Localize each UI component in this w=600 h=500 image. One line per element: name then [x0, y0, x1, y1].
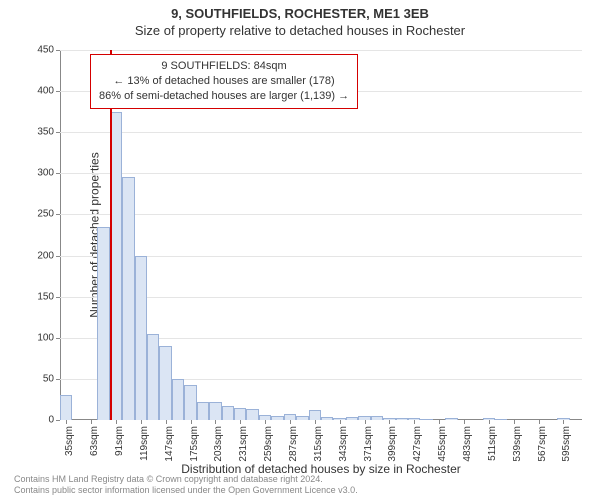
histogram-bar	[122, 177, 134, 420]
x-tick-label: 567sqm	[537, 426, 548, 462]
x-tick-mark	[514, 420, 515, 424]
page-subtitle: Size of property relative to detached ho…	[0, 23, 600, 38]
title-block: 9, SOUTHFIELDS, ROCHESTER, ME1 3EB Size …	[0, 0, 600, 38]
histogram-bar	[197, 402, 209, 420]
histogram-bar	[371, 416, 383, 420]
histogram-bar	[234, 408, 246, 420]
y-tick-label: 200	[37, 250, 60, 261]
x-tick-mark	[240, 420, 241, 424]
histogram-bar	[60, 395, 72, 420]
x-tick-label: 399sqm	[387, 426, 398, 462]
x-tick-label: 91sqm	[114, 426, 125, 456]
x-tick-mark	[414, 420, 415, 424]
y-tick-label: 150	[37, 291, 60, 302]
attribution-line: Contains public sector information licen…	[14, 485, 358, 496]
histogram-bar	[172, 379, 184, 420]
y-tick-label: 300	[37, 168, 60, 179]
histogram-bar	[420, 419, 432, 420]
annotation-line: 86% of semi-detached houses are larger (…	[99, 89, 349, 104]
annotation-line: ← 13% of detached houses are smaller (17…	[99, 74, 349, 89]
x-tick-mark	[141, 420, 142, 424]
histogram-bar	[147, 334, 159, 420]
x-tick-label: 483sqm	[462, 426, 473, 462]
y-tick-label: 350	[37, 127, 60, 138]
x-tick-mark	[290, 420, 291, 424]
x-tick-label: 427sqm	[412, 426, 423, 462]
x-tick-mark	[340, 420, 341, 424]
histogram-bar	[246, 409, 258, 420]
histogram-bar	[135, 256, 147, 420]
annotation-line: 9 SOUTHFIELDS: 84sqm	[99, 59, 349, 74]
histogram-bar	[495, 419, 507, 420]
y-tick-label: 100	[37, 332, 60, 343]
x-tick-mark	[439, 420, 440, 424]
x-tick-label: 119sqm	[139, 426, 150, 461]
x-tick-label: 35sqm	[64, 426, 75, 456]
x-tick-mark	[215, 420, 216, 424]
x-tick-mark	[464, 420, 465, 424]
x-tick-mark	[389, 420, 390, 424]
x-tick-label: 175sqm	[189, 426, 200, 462]
x-tick-mark	[489, 420, 490, 424]
annotation-box: 9 SOUTHFIELDS: 84sqm← 13% of detached ho…	[90, 54, 358, 109]
x-tick-mark	[66, 420, 67, 424]
x-tick-label: 343sqm	[338, 426, 349, 462]
histogram-bar	[321, 417, 333, 420]
histogram-bar	[159, 346, 171, 420]
x-tick-mark	[539, 420, 540, 424]
page-root: 9, SOUTHFIELDS, ROCHESTER, ME1 3EB Size …	[0, 0, 600, 500]
histogram-bar	[209, 402, 221, 420]
x-tick-mark	[315, 420, 316, 424]
x-tick-label: 595sqm	[561, 426, 572, 462]
x-tick-label: 63sqm	[89, 426, 100, 456]
histogram-bar	[309, 410, 321, 420]
x-tick-label: 259sqm	[263, 426, 274, 462]
x-tick-label: 539sqm	[512, 426, 523, 462]
y-axis-line	[60, 50, 61, 420]
x-tick-mark	[365, 420, 366, 424]
histogram-bar	[97, 227, 109, 420]
x-tick-label: 371sqm	[363, 426, 374, 462]
x-tick-label: 315sqm	[313, 426, 324, 462]
page-title: 9, SOUTHFIELDS, ROCHESTER, ME1 3EB	[0, 6, 600, 21]
histogram-bar	[271, 416, 283, 420]
attribution-block: Contains HM Land Registry data © Crown c…	[14, 474, 358, 497]
x-tick-label: 511sqm	[487, 426, 498, 461]
grid-line	[60, 132, 582, 133]
grid-line	[60, 214, 582, 215]
histogram-bar	[346, 417, 358, 420]
y-tick-label: 400	[37, 86, 60, 97]
histogram-bar	[445, 418, 457, 420]
y-tick-label: 0	[48, 415, 60, 426]
y-tick-label: 50	[43, 373, 60, 384]
x-tick-label: 455sqm	[437, 426, 448, 462]
x-tick-mark	[191, 420, 192, 424]
x-tick-mark	[265, 420, 266, 424]
chart-inner: Number of detached properties Distributi…	[60, 50, 582, 420]
x-tick-mark	[116, 420, 117, 424]
histogram-plot: Number of detached properties Distributi…	[60, 50, 582, 420]
attribution-line: Contains HM Land Registry data © Crown c…	[14, 474, 358, 485]
x-tick-label: 147sqm	[164, 426, 175, 462]
x-tick-label: 203sqm	[213, 426, 224, 462]
histogram-bar	[396, 418, 408, 420]
x-tick-label: 231sqm	[238, 426, 249, 462]
x-tick-label: 287sqm	[288, 426, 299, 462]
y-tick-label: 250	[37, 209, 60, 220]
grid-line	[60, 50, 582, 51]
histogram-bar	[184, 385, 196, 420]
histogram-bar	[296, 416, 308, 420]
x-tick-mark	[91, 420, 92, 424]
histogram-bar	[222, 406, 234, 420]
y-tick-label: 450	[37, 45, 60, 56]
x-tick-mark	[563, 420, 564, 424]
grid-line	[60, 173, 582, 174]
x-tick-mark	[166, 420, 167, 424]
